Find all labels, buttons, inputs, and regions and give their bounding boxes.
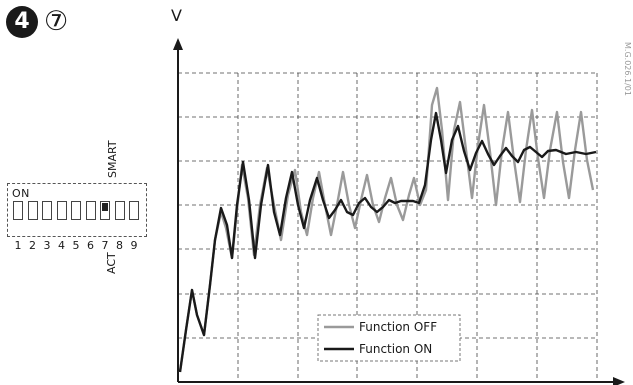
- dip-switch-number: 7: [101, 239, 109, 252]
- dip-switch-3[interactable]: [42, 201, 52, 220]
- dip-switch-6[interactable]: [85, 201, 96, 220]
- y-axis-label: V: [171, 6, 182, 25]
- legend-on-label: Function ON: [359, 342, 432, 356]
- dip-switch-8[interactable]: [114, 201, 125, 220]
- sub-step-number: ⑦: [44, 6, 69, 37]
- chart-grid: [178, 72, 598, 382]
- dip-switch-number: 1: [14, 239, 22, 252]
- dip-switch-number: 9: [130, 239, 138, 252]
- dip-switch-4[interactable]: [56, 201, 67, 220]
- legend-box: [317, 314, 461, 362]
- function-on-curve: [178, 111, 597, 373]
- y-axis-arrow-icon: [173, 38, 183, 50]
- step-number-badge: 4: [6, 6, 38, 38]
- dip-switch-7[interactable]: [100, 201, 110, 220]
- dip-switch-2[interactable]: [27, 201, 38, 220]
- dip-switch-number: 5: [72, 239, 80, 252]
- dip-on-label: ON: [12, 187, 30, 200]
- dip-switch-number: 3: [43, 239, 51, 252]
- dip-switch-number: 8: [116, 239, 123, 252]
- dip-switch-5[interactable]: [71, 201, 81, 220]
- dip-switch-number: 4: [58, 239, 65, 252]
- dip-switch-9[interactable]: [129, 201, 139, 220]
- x-axis-arrow-icon: [613, 377, 625, 385]
- legend-off-label: Function OFF: [359, 320, 437, 334]
- dip-switch-1[interactable]: [13, 201, 23, 220]
- dip-switch-number: 2: [29, 239, 36, 252]
- dip-switch-knob: [102, 203, 108, 211]
- dip-switch-number: 6: [87, 239, 94, 252]
- chart-legend: Function OFF Function ON: [317, 314, 461, 362]
